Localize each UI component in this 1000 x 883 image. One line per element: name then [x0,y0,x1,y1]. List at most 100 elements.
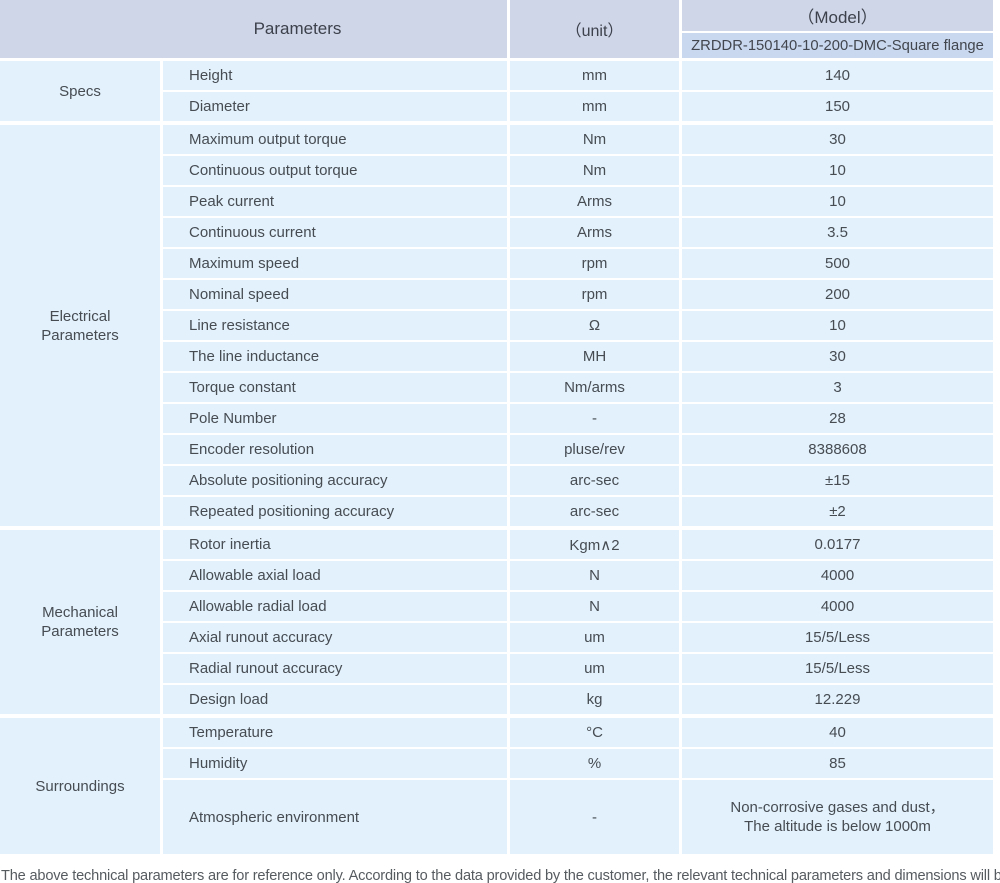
value-cell: 30 [682,125,996,156]
param-cell: Encoder resolution [163,435,510,466]
unit-cell: °C [510,718,682,749]
value-cell: 30 [682,342,996,373]
table-row: Allowable radial load N 4000 [0,592,996,623]
value-cell: 12.229 [682,685,996,718]
param-cell: Humidity [163,749,510,780]
param-cell: Continuous output torque [163,156,510,187]
table-row: Radial runout accuracy um 15/5/Less [0,654,996,685]
value-cell: 3 [682,373,996,404]
table-row: Surroundings Temperature °C 40 [0,718,996,854]
table-header: Parameters （unit） （Model） ZRDDR-150140-1… [0,0,996,61]
value-cell: Non-corrosive gases and dust， The altitu… [682,780,996,854]
unit-header: （unit） [510,0,682,61]
value-cell: ±15 [682,466,996,497]
table-row: Peak current Arms 10 [0,187,996,218]
spec-table: Parameters （unit） （Model） ZRDDR-150140-1… [0,0,996,854]
table-row: Allowable axial load N 4000 [0,561,996,592]
value-cell: 3.5 [682,218,996,249]
value-cell: 4000 [682,592,996,623]
param-cell: Maximum output torque [163,125,510,156]
unit-cell: rpm [510,249,682,280]
unit-cell: Nm [510,156,682,187]
table-row: Diameter mm 150 [0,92,996,125]
param-cell: Allowable axial load [163,561,510,592]
unit-cell: Nm [510,125,682,156]
table-row: Nominal speed rpm 200 [0,280,996,311]
unit-cell: MH [510,342,682,373]
unit-cell: Arms [510,218,682,249]
table-row: Repeated positioning accuracy arc-sec ±2 [0,497,996,530]
unit-cell: % [510,749,682,780]
param-cell: Axial runout accuracy [163,623,510,654]
value-cell: 15/5/Less [682,654,996,685]
value-cell: 15/5/Less [682,623,996,654]
header-row-model: ZRDDR-150140-10-200-DMC-Square flange [0,33,996,61]
unit-cell: um [510,623,682,654]
param-cell: The line inductance [163,342,510,373]
table-row: Electrical Parameters Maximum output torq… [0,125,996,530]
model-value: ZRDDR-150140-10-200-DMC-Square flange [682,33,996,61]
value-cell: 140 [682,61,996,92]
unit-cell: pluse/rev [510,435,682,466]
param-cell: Repeated positioning accuracy [163,497,510,530]
param-cell: Design load [163,685,510,718]
value-cell: 8388608 [682,435,996,466]
unit-cell: mm [510,92,682,125]
param-cell: Continuous current [163,218,510,249]
param-cell: Height [163,61,510,92]
value-cell: 200 [682,280,996,311]
value-cell: 10 [682,156,996,187]
value-cell: 85 [682,749,996,780]
group-cell: Specs [0,61,163,125]
table-row: Torque constant Nm/arms 3 [0,373,996,404]
unit-cell: N [510,561,682,592]
header-row-top: Parameters （unit） （Model） [0,0,996,61]
param-cell: Peak current [163,187,510,218]
table-row: Humidity% 85 [0,749,996,780]
unit-cell: - [510,780,682,854]
table-row: Maximum speed rpm 500 [0,249,996,280]
table-row: Mechanical Parameters Rotor inertia Kgm∧2 0… [0,530,996,718]
unit-cell: Arms [510,187,682,218]
param-cell: Nominal speed [163,280,510,311]
param-cell: Line resistance [163,311,510,342]
param-cell: Maximum speed [163,249,510,280]
value-cell: 4000 [682,561,996,592]
unit-cell: kg [510,685,682,718]
param-cell: Radial runout accuracy [163,654,510,685]
unit-cell: N [510,592,682,623]
param-cell: Allowable radial load [163,592,510,623]
value-cell: 0.0177 [682,530,996,561]
table-row: Pole Number -28 [0,404,996,435]
table-row: Continuous output torque Nm 10 [0,156,996,187]
unit-cell: rpm [510,280,682,311]
footer-note: The above technical parameters are for r… [1,868,1000,883]
unit-cell: Nm/arms [510,373,682,404]
value-cell: 28 [682,404,996,435]
group-cell: Surroundings [0,718,163,854]
table-row: The line inductance MH 30 [0,342,996,373]
table-row: Continuous current Arms 3.5 [0,218,996,249]
group-cell: Mechanical Parameters [0,530,163,718]
unit-cell: Kgm∧2 [510,530,682,561]
unit-cell: arc-sec [510,466,682,497]
table-row: Axial runout accuracy um 15/5/Less [0,623,996,654]
param-cell: Pole Number [163,404,510,435]
table-row: Line resistance Ω 10 [0,311,996,342]
unit-cell: um [510,654,682,685]
unit-cell: - [510,404,682,435]
model-header: （Model） [682,0,996,33]
value-cell: 10 [682,187,996,218]
param-cell: Diameter [163,92,510,125]
unit-cell: Ω [510,311,682,342]
value-cell: 40 [682,718,996,749]
unit-cell: mm [510,61,682,92]
param-cell: Absolute positioning accuracy [163,466,510,497]
table-row: Absolute positioning accuracy arc-sec ±15 [0,466,996,497]
table-row: Encoder resolution pluse/rev 8388608 [0,435,996,466]
table-row: Atmospheric environment - Non-corrosive ga… [0,780,996,854]
group-cell: Electrical Parameters [0,125,163,530]
unit-cell: arc-sec [510,497,682,530]
value-cell: 10 [682,311,996,342]
param-cell: Torque constant [163,373,510,404]
